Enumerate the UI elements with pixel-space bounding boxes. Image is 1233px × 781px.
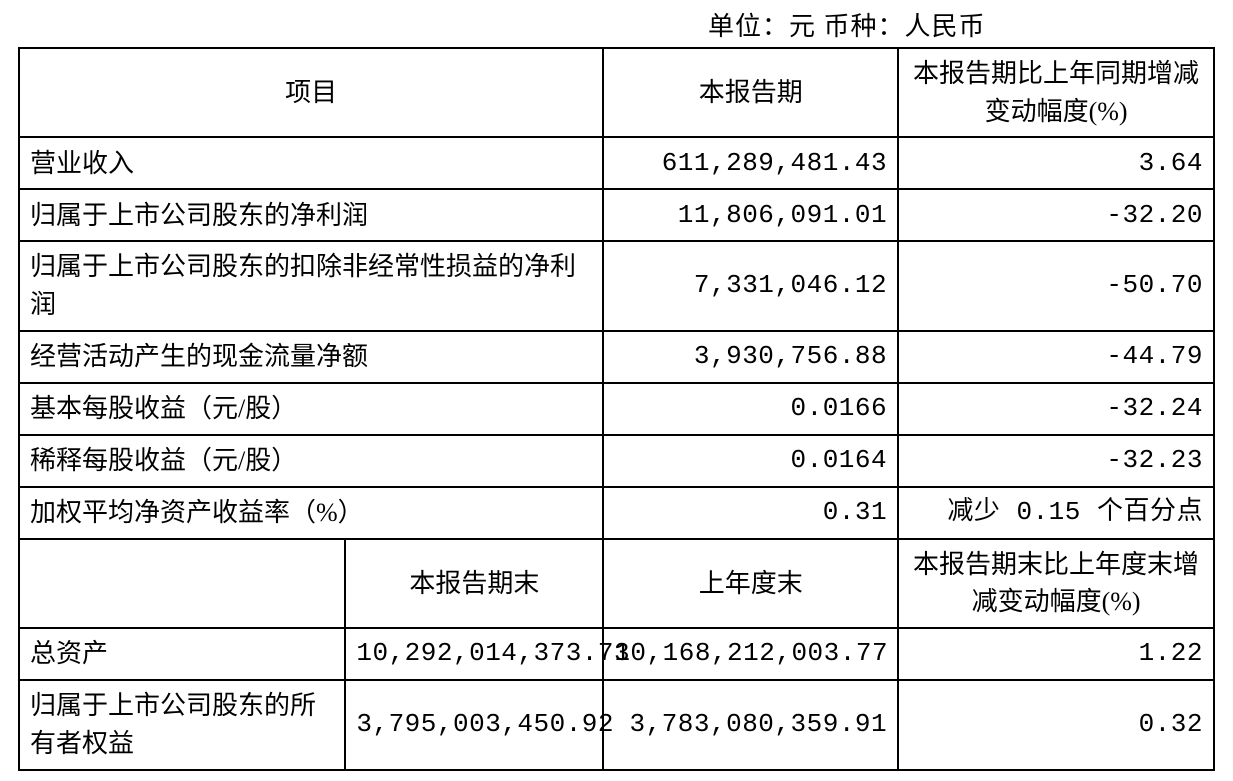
hdr-period: 本报告期: [603, 48, 898, 137]
financial-table: 项目 本报告期 本报告期比上年同期增减变动幅度(%) 营业收入 611,289,…: [18, 47, 1215, 771]
cell-end-period: 10,292,014,373.73: [345, 628, 603, 680]
cell-period: 0.0166: [603, 383, 898, 435]
hdr2-blank: [19, 539, 345, 628]
table-row: 经营活动产生的现金流量净额 3,930,756.88 -44.79: [19, 331, 1214, 383]
hdr-change: 本报告期比上年同期增减变动幅度(%): [898, 48, 1214, 137]
cell-item: 归属于上市公司股东的净利润: [19, 189, 603, 241]
cell-last-year: 3,783,080,359.91: [603, 680, 898, 769]
cell-item: 总资产: [19, 628, 345, 680]
header-row-1: 项目 本报告期 本报告期比上年同期增减变动幅度(%): [19, 48, 1214, 137]
hdr2-change: 本报告期末比上年度末增减变动幅度(%): [898, 539, 1214, 628]
header-row-2: 本报告期末 上年度末 本报告期末比上年度末增减变动幅度(%): [19, 539, 1214, 628]
table-row: 归属于上市公司股东的所有者权益 3,795,003,450.92 3,783,0…: [19, 680, 1214, 769]
hdr2-last-year: 上年度末: [603, 539, 898, 628]
table-row: 营业收入 611,289,481.43 3.64: [19, 137, 1214, 189]
cell-change: -32.23: [898, 435, 1214, 487]
table-row: 加权平均净资产收益率（%） 0.31 减少 0.15 个百分点: [19, 487, 1214, 539]
table-row: 稀释每股收益（元/股） 0.0164 -32.23: [19, 435, 1214, 487]
cell-change: -44.79: [898, 331, 1214, 383]
cell-item: 归属于上市公司股东的扣除非经常性损益的净利润: [19, 241, 603, 330]
cell-period: 0.31: [603, 487, 898, 539]
table-row: 归属于上市公司股东的扣除非经常性损益的净利润 7,331,046.12 -50.…: [19, 241, 1214, 330]
cell-item: 稀释每股收益（元/股）: [19, 435, 603, 487]
cell-item: 经营活动产生的现金流量净额: [19, 331, 603, 383]
cell-change: 1.22: [898, 628, 1214, 680]
cell-period: 0.0164: [603, 435, 898, 487]
cell-item: 营业收入: [19, 137, 603, 189]
cell-period: 7,331,046.12: [603, 241, 898, 330]
table-row: 总资产 10,292,014,373.73 10,168,212,003.77 …: [19, 628, 1214, 680]
cell-period: 3,930,756.88: [603, 331, 898, 383]
cell-change: 3.64: [898, 137, 1214, 189]
cell-change: -32.24: [898, 383, 1214, 435]
hdr2-end-period: 本报告期末: [345, 539, 603, 628]
cell-item: 加权平均净资产收益率（%）: [19, 487, 603, 539]
unit-line: 单位：元 币种：人民币: [18, 6, 1215, 43]
cell-last-year: 10,168,212,003.77: [603, 628, 898, 680]
cell-end-period: 3,795,003,450.92: [345, 680, 603, 769]
cell-change: 减少 0.15 个百分点: [898, 487, 1214, 539]
cell-period: 11,806,091.01: [603, 189, 898, 241]
hdr-item: 项目: [19, 48, 603, 137]
cell-item: 基本每股收益（元/股）: [19, 383, 603, 435]
cell-change: -50.70: [898, 241, 1214, 330]
cell-item: 归属于上市公司股东的所有者权益: [19, 680, 345, 769]
cell-change: -32.20: [898, 189, 1214, 241]
table-row: 归属于上市公司股东的净利润 11,806,091.01 -32.20: [19, 189, 1214, 241]
table-row: 基本每股收益（元/股） 0.0166 -32.24: [19, 383, 1214, 435]
cell-change: 0.32: [898, 680, 1214, 769]
cell-period: 611,289,481.43: [603, 137, 898, 189]
